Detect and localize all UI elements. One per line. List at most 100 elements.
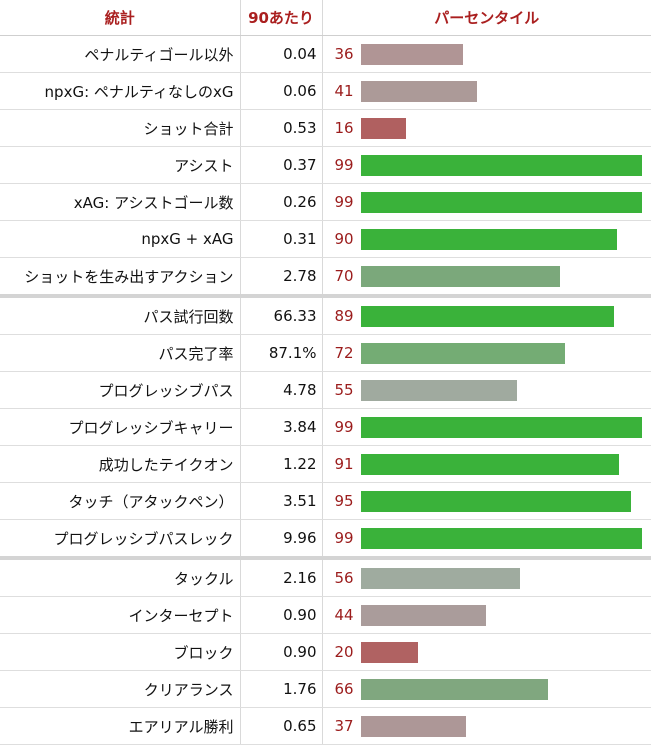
percentile-bar [360, 81, 477, 102]
table-row: xAG: アシストゴール数 0.26 99 [0, 183, 651, 221]
stat-label: タックル [0, 556, 240, 597]
per90-value: 0.37 [239, 146, 323, 184]
per90-value: 66.33 [239, 294, 323, 335]
percentile-cell: 41 [322, 72, 651, 110]
percentile-cell: 16 [322, 109, 651, 147]
table-row: アシスト 0.37 99 [0, 146, 651, 184]
per90-value: 4.78 [239, 371, 323, 409]
percentile-number: 44 [334, 606, 354, 624]
stat-label: プログレッシブキャリー [0, 408, 240, 446]
per90-value: 2.16 [239, 556, 323, 597]
per90-value: 3.84 [239, 408, 323, 446]
percentile-number: 36 [334, 45, 354, 63]
table-row: npxG + xAG 0.31 90 [0, 220, 651, 258]
per90-value: 0.31 [239, 220, 323, 258]
header-row: 統計 90あたり パーセンタイル [0, 0, 651, 36]
percentile-bar [360, 192, 642, 213]
header-percentile[interactable]: パーセンタイル [322, 0, 651, 36]
percentile-bar [360, 491, 631, 512]
stat-label: xAG: アシストゴール数 [0, 183, 240, 221]
percentile-cell: 99 [322, 146, 651, 184]
stat-label: プログレッシブパス [0, 371, 240, 409]
stat-label: インターセプト [0, 596, 240, 634]
table-row: プログレッシブキャリー 3.84 99 [0, 408, 651, 446]
stat-label: クリアランス [0, 670, 240, 708]
percentile-bar [360, 454, 619, 475]
per90-value: 2.78 [239, 257, 323, 297]
percentile-cell: 36 [322, 35, 651, 73]
header-per90[interactable]: 90あたり [239, 0, 323, 36]
percentile-bar [360, 642, 418, 663]
percentile-bar [360, 679, 548, 700]
table-row: 成功したテイクオン 1.22 91 [0, 445, 651, 483]
percentile-cell: 89 [322, 294, 651, 335]
per90-value: 0.26 [239, 183, 323, 221]
percentile-number: 37 [334, 717, 354, 735]
per90-value: 9.96 [239, 519, 323, 559]
percentile-bar [360, 417, 642, 438]
stat-label: ブロック [0, 633, 240, 671]
percentile-bar [360, 155, 642, 176]
percentile-number: 55 [334, 381, 354, 399]
percentile-bar [360, 528, 642, 549]
per90-value: 0.06 [239, 72, 323, 110]
per90-value: 1.76 [239, 670, 323, 708]
header-stat[interactable]: 統計 [0, 0, 240, 36]
stat-label: 成功したテイクオン [0, 445, 240, 483]
per90-value: 87.1% [239, 334, 323, 372]
percentile-number: 95 [334, 492, 354, 510]
stat-label: パス試行回数 [0, 294, 240, 335]
percentile-bar [360, 118, 406, 139]
percentile-cell: 56 [322, 556, 651, 597]
table-row: タックル 2.16 56 [0, 556, 651, 597]
percentile-cell: 72 [322, 334, 651, 372]
table-row: インターセプト 0.90 44 [0, 596, 651, 634]
table-row: npxG: ペナルティなしのxG 0.06 41 [0, 72, 651, 110]
percentile-cell: 95 [322, 482, 651, 520]
table-row: プログレッシブパスレック 9.96 99 [0, 519, 651, 559]
percentile-bar [360, 716, 466, 737]
percentile-cell: 66 [322, 670, 651, 708]
percentile-cell: 91 [322, 445, 651, 483]
percentile-cell: 55 [322, 371, 651, 409]
table-row: ブロック 0.90 20 [0, 633, 651, 671]
stat-label: ペナルティゴール以外 [0, 35, 240, 73]
table-row: クリアランス 1.76 66 [0, 670, 651, 708]
percentile-bar [360, 568, 520, 589]
percentile-number: 99 [334, 193, 354, 211]
percentile-bar [360, 343, 565, 364]
percentile-cell: 99 [322, 183, 651, 221]
percentile-number: 20 [334, 643, 354, 661]
per90-value: 0.53 [239, 109, 323, 147]
stat-label: npxG: ペナルティなしのxG [0, 72, 240, 110]
stat-label: プログレッシブパスレック [0, 519, 240, 559]
percentile-cell: 20 [322, 633, 651, 671]
stat-label: npxG + xAG [0, 220, 240, 258]
percentile-bar [360, 380, 517, 401]
percentile-number: 89 [334, 307, 354, 325]
per90-value: 0.90 [239, 596, 323, 634]
percentile-number: 99 [334, 418, 354, 436]
stat-label: アシスト [0, 146, 240, 184]
table-row: ショット合計 0.53 16 [0, 109, 651, 147]
percentile-cell: 99 [322, 519, 651, 559]
per90-value: 0.90 [239, 633, 323, 671]
table-row: プログレッシブパス 4.78 55 [0, 371, 651, 409]
percentile-cell: 70 [322, 257, 651, 297]
percentile-number: 41 [334, 82, 354, 100]
per90-value: 3.51 [239, 482, 323, 520]
stat-label: パス完了率 [0, 334, 240, 372]
percentile-number: 72 [334, 344, 354, 362]
stat-label: ショットを生み出すアクション [0, 257, 240, 297]
table-row: ショットを生み出すアクション 2.78 70 [0, 257, 651, 297]
percentile-cell: 44 [322, 596, 651, 634]
percentile-number: 16 [334, 119, 354, 137]
table-row: パス完了率 87.1% 72 [0, 334, 651, 372]
percentile-number: 99 [334, 529, 354, 547]
percentile-bar [360, 44, 463, 65]
stat-label: ショット合計 [0, 109, 240, 147]
percentile-number: 91 [334, 455, 354, 473]
percentile-number: 70 [334, 267, 354, 285]
percentile-cell: 99 [322, 408, 651, 446]
